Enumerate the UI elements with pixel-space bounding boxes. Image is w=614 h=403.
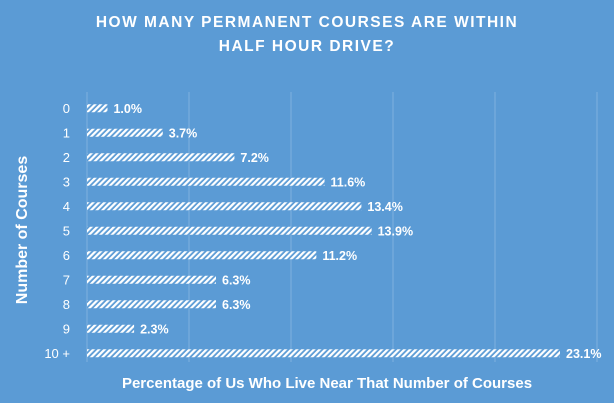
bar-3 bbox=[87, 177, 325, 186]
bar-4 bbox=[87, 202, 362, 211]
bar-0 bbox=[87, 104, 108, 113]
data-label-4: 13.4% bbox=[367, 200, 402, 214]
y-tick-label-4: 4 bbox=[63, 199, 70, 214]
bar-10 bbox=[87, 349, 560, 358]
bar-8 bbox=[87, 300, 216, 309]
data-label-8: 6.3% bbox=[222, 298, 251, 312]
bar-7 bbox=[87, 275, 216, 284]
data-label-0: 1.0% bbox=[113, 102, 142, 116]
data-label-3: 11.6% bbox=[331, 175, 366, 189]
data-label-10: 23.1% bbox=[566, 347, 601, 361]
data-label-9: 2.3% bbox=[140, 322, 169, 336]
data-label-2: 7.2% bbox=[240, 151, 269, 165]
y-tick-label-10: 10 + bbox=[44, 346, 70, 361]
y-tick-label-2: 2 bbox=[63, 150, 70, 165]
data-label-7: 6.3% bbox=[222, 273, 251, 287]
y-tick-label-8: 8 bbox=[63, 297, 70, 312]
y-tick-label-9: 9 bbox=[63, 321, 70, 336]
chart-title-line-2: HALF HOUR DRIVE? bbox=[218, 38, 396, 55]
bar-6 bbox=[87, 251, 317, 260]
data-label-6: 11.2% bbox=[322, 249, 357, 263]
x-axis-label: Percentage of Us Who Live Near That Numb… bbox=[121, 375, 533, 392]
data-label-5: 13.9% bbox=[378, 224, 413, 238]
bar-2 bbox=[87, 153, 235, 162]
bar-1 bbox=[87, 128, 163, 137]
bar-9 bbox=[87, 324, 135, 333]
y-tick-label-3: 3 bbox=[63, 174, 70, 189]
y-tick-label-5: 5 bbox=[63, 223, 70, 238]
y-tick-label-7: 7 bbox=[63, 272, 70, 287]
data-label-1: 3.7% bbox=[169, 126, 198, 140]
y-tick-label-0: 0 bbox=[63, 101, 70, 116]
bar-5 bbox=[87, 226, 372, 235]
y-tick-label-1: 1 bbox=[63, 125, 70, 140]
y-tick-label-6: 6 bbox=[63, 248, 70, 263]
chart-title-line-1: HOW MANY PERMANENT COURSES ARE WITHIN bbox=[95, 14, 519, 31]
